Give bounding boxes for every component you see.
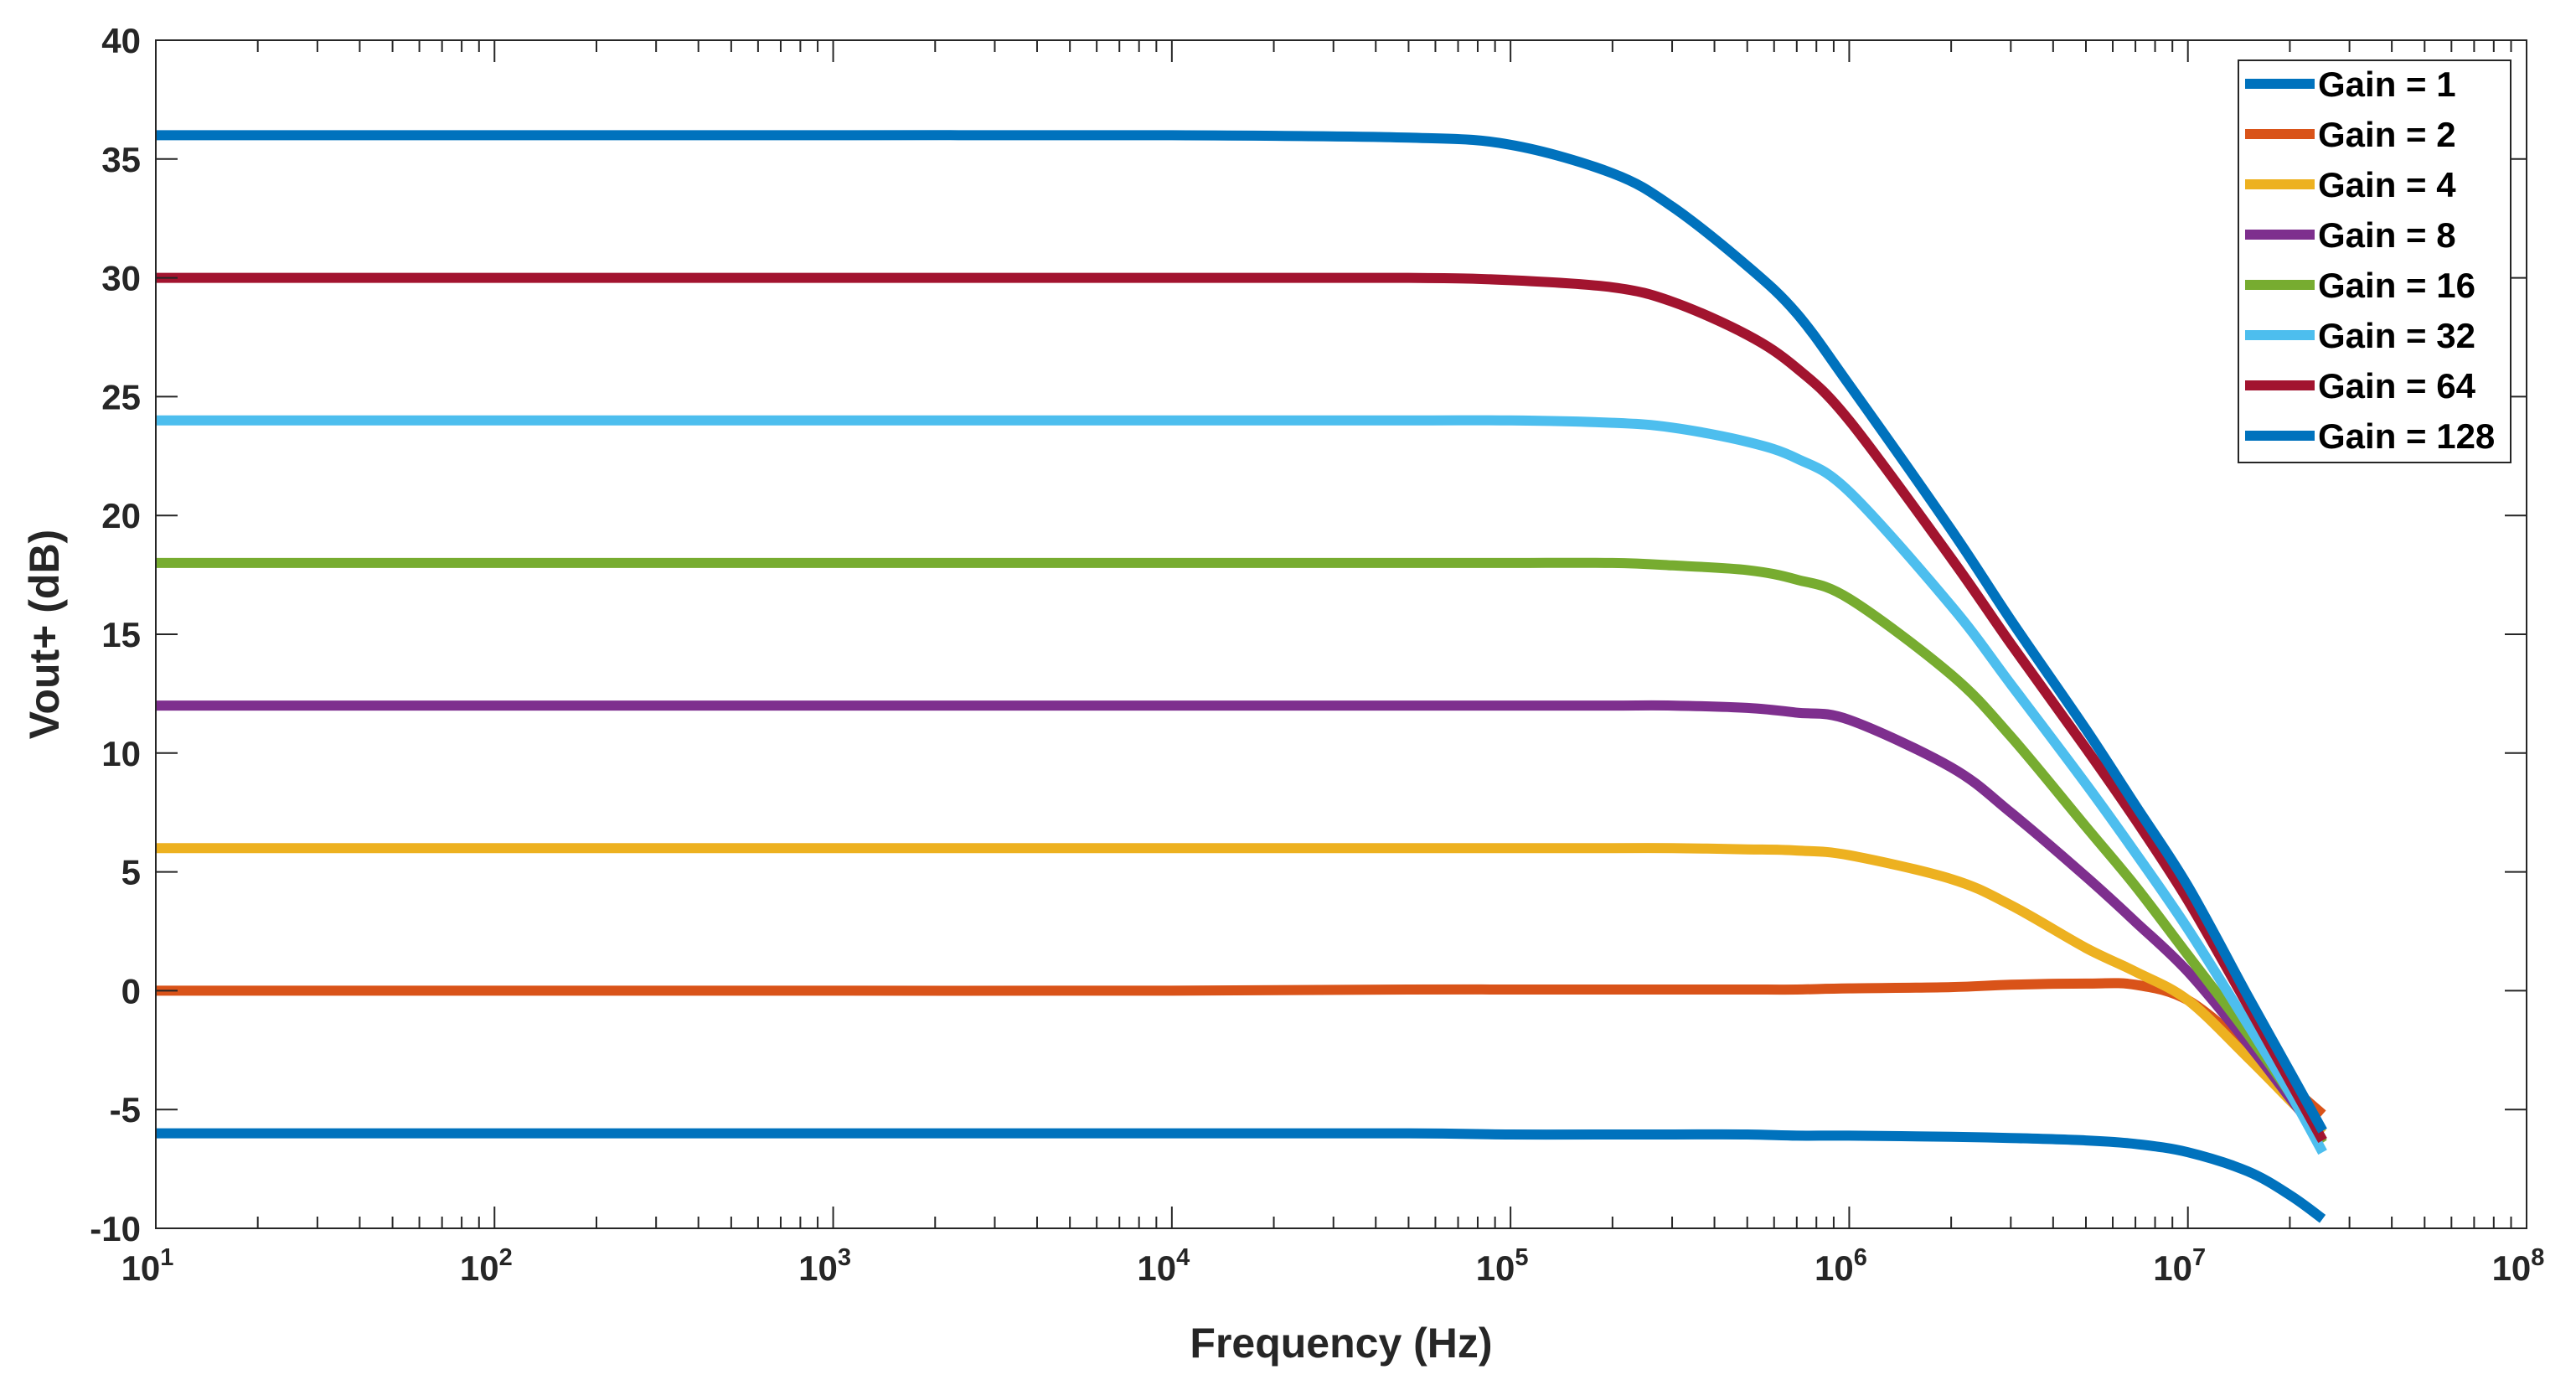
- legend-label: Gain = 128: [2318, 416, 2495, 456]
- series-line: [156, 557, 2327, 1146]
- plot-frame: [155, 39, 2527, 1229]
- legend-label: Gain = 64: [2318, 366, 2476, 406]
- y-tick-label: 15: [101, 615, 141, 654]
- y-tick-label: 0: [121, 971, 141, 1010]
- x-tick-label: 104: [1137, 1244, 1190, 1288]
- series-line: [156, 130, 2327, 1134]
- plot-area: [156, 40, 2527, 1228]
- x-tick-label: 105: [1476, 1244, 1529, 1288]
- legend-label: Gain = 32: [2318, 316, 2475, 355]
- y-tick-label: 5: [121, 853, 141, 892]
- y-tick-label: 20: [101, 496, 141, 535]
- y-axis-title: Vout+ (dB): [21, 530, 68, 739]
- series-line: [156, 272, 2327, 1143]
- series-line: [156, 700, 2327, 1144]
- x-tick-label: 101: [121, 1244, 174, 1288]
- x-tick-label: 103: [798, 1244, 851, 1288]
- y-tick-label: 35: [101, 140, 141, 179]
- legend-label: Gain = 16: [2318, 266, 2475, 305]
- series-line: [156, 978, 2326, 1119]
- series-line: [155, 415, 2327, 1155]
- legend-box: [2238, 59, 2511, 463]
- x-tick-label: 108: [2492, 1244, 2545, 1288]
- y-tick-label: 30: [101, 259, 141, 298]
- x-tick-label: 106: [1815, 1244, 1867, 1288]
- y-tick-label: -10: [90, 1209, 141, 1248]
- x-tick-label: 107: [2153, 1244, 2206, 1288]
- legend: Gain = 1 Gain = 2 Gain = 4 Gain = 8 Gain = 1…: [2238, 59, 2511, 463]
- series-line: [155, 843, 2326, 1137]
- y-tick-label: 25: [101, 377, 141, 416]
- y-tick-labels: -10 -5 0 5 10 15 20 25 30 35 40: [90, 21, 141, 1248]
- series-layer: [155, 130, 2327, 1223]
- legend-label: Gain = 8: [2318, 215, 2456, 255]
- y-tick-label: 40: [101, 21, 141, 60]
- series-line: [156, 1128, 2326, 1223]
- y-tick-label: 10: [101, 734, 141, 773]
- x-tick-labels: 101 102 103 104 105 106 107 108: [121, 1244, 2545, 1288]
- legend-label: Gain = 1: [2318, 65, 2456, 104]
- x-tick-label: 102: [460, 1244, 513, 1288]
- x-axis-title: Frequency (Hz): [1190, 1320, 1492, 1367]
- legend-label: Gain = 4: [2318, 165, 2456, 204]
- legend-label: Gain = 2: [2318, 115, 2456, 154]
- y-tick-label: -5: [110, 1090, 141, 1129]
